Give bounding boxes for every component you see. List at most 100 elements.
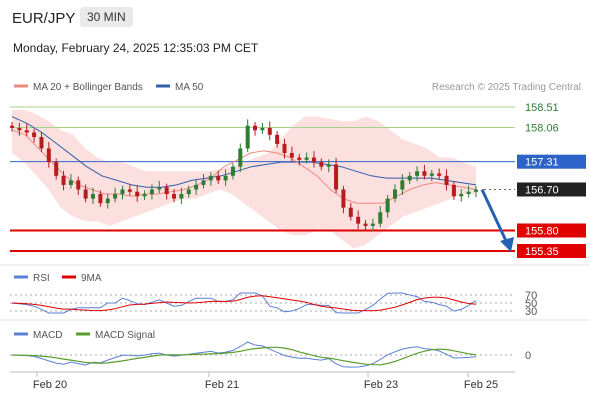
candle-body xyxy=(113,194,118,199)
ma9-legend-label: 9MA xyxy=(81,273,102,284)
candle-body xyxy=(363,223,368,226)
candle-body xyxy=(370,223,375,226)
candle-body xyxy=(194,184,199,190)
candle-body xyxy=(400,180,405,190)
x-tick-label: Feb 25 xyxy=(464,379,498,391)
candle-body xyxy=(385,198,390,213)
currency-pair: EUR/JPY xyxy=(12,10,76,27)
candle-body xyxy=(260,127,265,131)
candle-body xyxy=(10,125,14,128)
candle-body xyxy=(76,180,81,190)
candle-body xyxy=(407,175,412,181)
resistance-label: 158.06 xyxy=(525,123,559,135)
candle-body xyxy=(54,162,59,176)
candle-body xyxy=(311,157,316,163)
candle-body xyxy=(98,194,103,204)
support-label: 155.35 xyxy=(525,246,559,258)
forecast-arrow-head xyxy=(500,237,514,252)
x-tick-label: Feb 21 xyxy=(205,379,239,391)
forecast-arrow xyxy=(480,188,514,252)
rsi-legend-label: RSI xyxy=(33,273,50,284)
x-axis-labels: Feb 20 Feb 21 Feb 23 Feb 25 xyxy=(33,372,498,391)
macd-line xyxy=(11,341,477,368)
candle-body xyxy=(267,127,272,135)
candle-body xyxy=(179,194,184,199)
candle-body xyxy=(238,148,243,167)
candle-body xyxy=(459,194,464,197)
bollinger-band-fill xyxy=(12,109,476,249)
candle-body xyxy=(216,175,221,181)
candle-body xyxy=(474,189,478,192)
rsi-line xyxy=(11,292,477,314)
ma20-legend-label: MA 20 + Bollinger Bands xyxy=(33,82,143,93)
candle-body xyxy=(201,180,206,185)
candle-body xyxy=(39,137,44,149)
candlesticks xyxy=(10,119,478,232)
candle-body xyxy=(297,157,302,160)
timeframe-button[interactable]: 30 MIN xyxy=(80,7,133,27)
timestamp: Monday, February 24, 2025 12:35:03 PM CE… xyxy=(13,41,259,55)
candle-body xyxy=(282,143,287,154)
candle-body xyxy=(223,175,228,181)
candle-body xyxy=(120,189,125,195)
candle-body xyxy=(275,134,280,144)
candle-body xyxy=(17,127,22,131)
candle-body xyxy=(451,184,456,197)
candle-body xyxy=(437,173,442,176)
candle-body xyxy=(378,212,383,224)
candle-body xyxy=(429,173,434,176)
candle-body xyxy=(208,175,213,181)
ma20-line xyxy=(11,129,477,204)
support-label: 155.80 xyxy=(525,225,559,237)
candle-body xyxy=(32,132,37,138)
x-tick-label: Feb 20 xyxy=(33,379,67,391)
credit-text: Research © 2025 Trading Central xyxy=(432,82,581,93)
candle-body xyxy=(172,194,177,199)
candle-body xyxy=(422,171,427,176)
candle-body xyxy=(289,153,294,158)
x-tick-label: Feb 23 xyxy=(364,379,398,391)
rsi-level-label: 30 xyxy=(525,306,537,318)
header-bar: EUR/JPY 30 MIN xyxy=(0,0,590,36)
candle-body xyxy=(466,191,471,195)
candle-body xyxy=(348,207,353,217)
candle-body xyxy=(356,216,361,224)
candle-body xyxy=(61,175,66,185)
candle-body xyxy=(230,166,235,176)
candle-body xyxy=(186,189,191,195)
macd-zero-label: 0 xyxy=(525,350,531,362)
candle-body xyxy=(304,157,309,160)
support-label-bg xyxy=(517,223,586,238)
candle-body xyxy=(319,162,324,167)
candle-body xyxy=(83,189,88,199)
resistance-label: 158.51 xyxy=(525,102,559,114)
rsi-level-label: 50 xyxy=(525,298,537,310)
candle-body xyxy=(392,189,397,199)
candle-body xyxy=(149,189,154,195)
price-level-lines xyxy=(10,106,515,252)
candle-body xyxy=(91,194,96,199)
candle-body xyxy=(245,125,250,149)
candle-body xyxy=(164,187,169,195)
macd-signal-line xyxy=(11,346,477,366)
candle-body xyxy=(157,187,162,190)
candle-body xyxy=(341,189,346,208)
pivot-label: 157.31 xyxy=(525,157,559,169)
candle-body xyxy=(46,148,51,163)
ma50-legend-label: MA 50 xyxy=(175,82,204,93)
candle-body xyxy=(444,175,449,185)
moving-averages xyxy=(11,116,477,204)
candle-body xyxy=(24,130,29,133)
last_price-label-bg xyxy=(517,182,586,197)
candle-body xyxy=(253,125,258,131)
rsi-ma9-line xyxy=(11,295,477,312)
macd-panel: 0 xyxy=(10,341,531,368)
candle-body xyxy=(415,171,420,176)
candle-body xyxy=(326,164,331,167)
pivot-label-bg xyxy=(517,154,586,169)
macd-signal-legend-label: MACD Signal xyxy=(95,330,155,341)
candle-body xyxy=(68,180,73,185)
forecast-arrow-shaft xyxy=(480,188,509,244)
